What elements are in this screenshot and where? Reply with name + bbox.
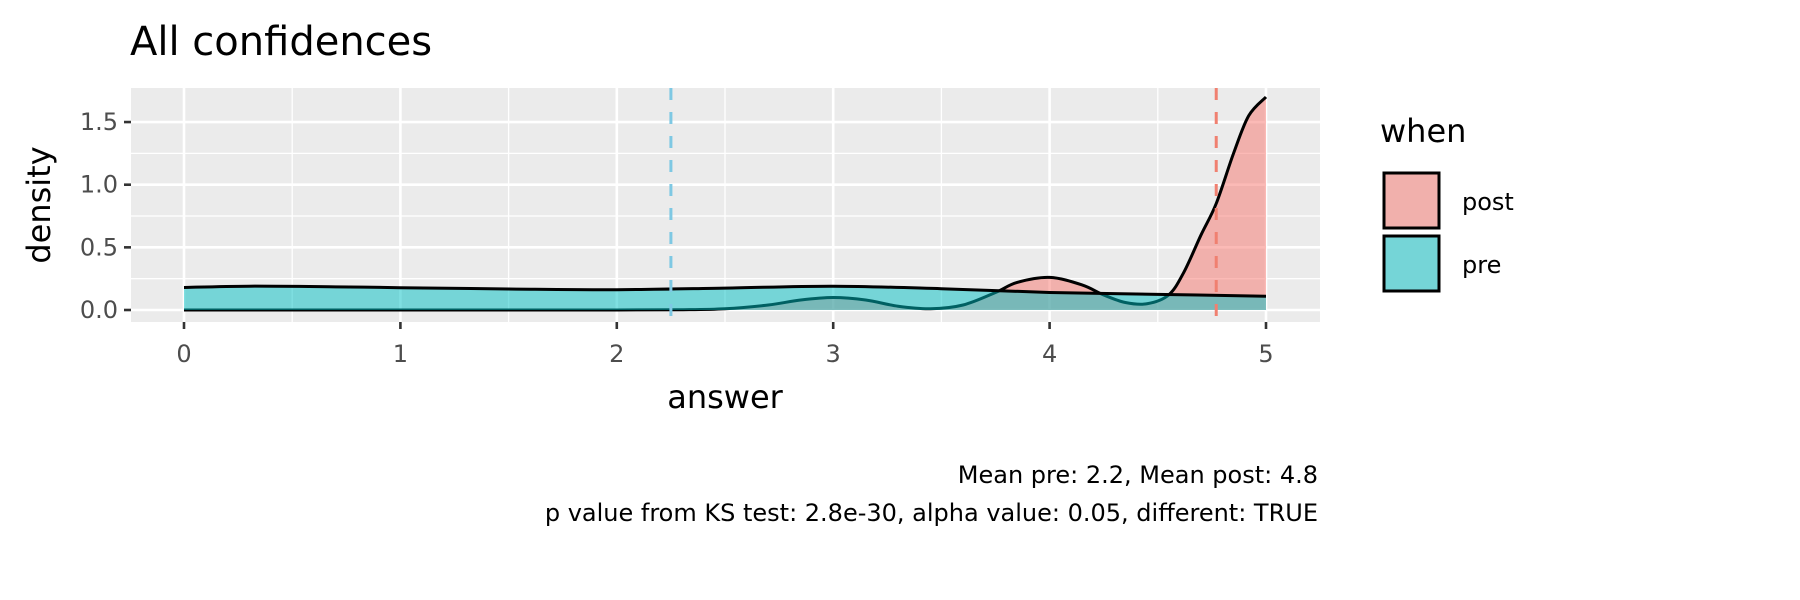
legend-key-post xyxy=(1382,171,1441,230)
y-axis-label: density xyxy=(20,146,58,263)
x-tick-label: 2 xyxy=(609,340,624,368)
legend-key-pre xyxy=(1382,234,1441,293)
density-area-pre xyxy=(184,286,1266,310)
legend-label-post: post xyxy=(1462,188,1514,216)
legend-title: when xyxy=(1380,112,1466,150)
y-tick-label: 1.5 xyxy=(80,108,118,136)
x-tick-label: 0 xyxy=(176,340,191,368)
x-tick-label: 3 xyxy=(826,340,841,368)
caption-line-1: Mean pre: 2.2, Mean post: 4.8 xyxy=(958,461,1318,489)
y-tick-label: 0.0 xyxy=(80,296,118,324)
x-axis-label: answer xyxy=(667,378,783,416)
density-line-pre xyxy=(183,284,1267,298)
chart-title: All confidences xyxy=(130,19,432,65)
y-tick-label: 1.0 xyxy=(80,171,118,199)
x-tick-label: 5 xyxy=(1258,340,1273,368)
legend-label-pre: pre xyxy=(1462,251,1501,279)
caption-line-2: p value from KS test: 2.8e-30, alpha val… xyxy=(545,499,1318,527)
y-tick-label: 0.5 xyxy=(80,233,118,261)
x-tick-label: 1 xyxy=(393,340,408,368)
x-tick-label: 4 xyxy=(1042,340,1057,368)
